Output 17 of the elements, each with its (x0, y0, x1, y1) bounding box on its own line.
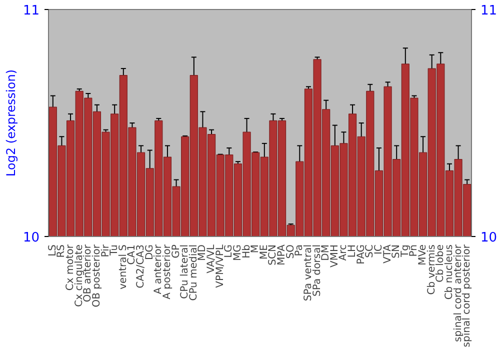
x-tick-label: MG (232, 244, 244, 261)
x-tick-label: spinal cord posterior (462, 244, 473, 348)
y-axis-title: Log2 (expression) (4, 70, 18, 176)
y2-tick-label: 10 (480, 230, 498, 246)
x-tick-label: Tg (400, 244, 411, 258)
x-tick-label: DG (144, 244, 156, 260)
x-tick-label: Cb nucleus (444, 244, 455, 300)
x-tick-label: A posterior (162, 244, 173, 300)
x-tick-label: MVe (418, 244, 429, 266)
y2-tick-label: 11 (480, 4, 498, 18)
x-tick-label: Cb lobe (435, 244, 446, 282)
x-tick-label: GP (170, 244, 182, 258)
x-tick-label: RS (56, 244, 68, 258)
x-tick-label: IC (373, 244, 384, 254)
x-tick-label: Pa (294, 244, 306, 256)
x-tick-label: OB posterior (91, 244, 102, 308)
x-tick-label: SPa ventral (302, 244, 314, 302)
